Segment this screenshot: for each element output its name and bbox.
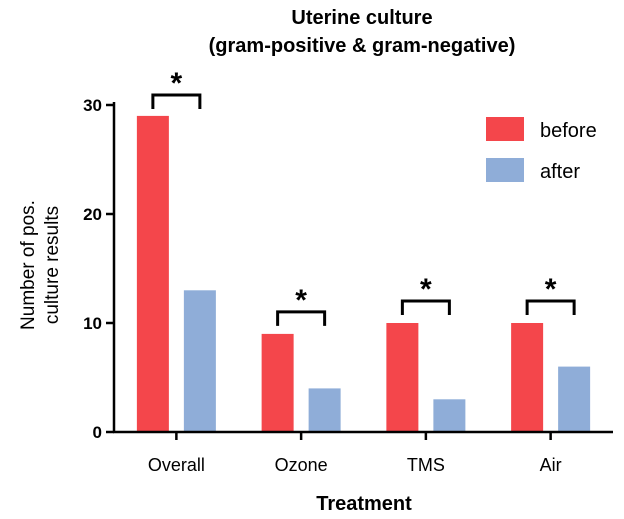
significance-bracket-overall: [151, 93, 202, 109]
y-axis-label-line-1: Number of pos.: [18, 200, 39, 330]
chart-title-line-2: (gram-positive & gram-negative): [209, 35, 516, 57]
bar-ozone-before: [261, 333, 294, 432]
plot-area: * * * *: [136, 67, 591, 433]
significance-bracket-ozone: [276, 310, 327, 326]
bar-overall-after: [183, 290, 216, 432]
significance-bracket-tms: [400, 299, 451, 315]
bar-overall-before: [136, 115, 169, 433]
bar-air-after: [558, 366, 591, 432]
y-axis-label-line-2: culture results: [42, 206, 63, 324]
significance-marker-air: *: [545, 273, 557, 306]
x-tick-label-tms: TMS: [407, 455, 445, 475]
significance-marker-ozone: *: [295, 284, 307, 317]
bar-ozone-after: [308, 388, 341, 432]
legend-label-after: after: [540, 161, 580, 183]
x-tick-label-overall: Overall: [148, 455, 205, 475]
x-axis-label: Treatment: [316, 493, 412, 515]
y-tick-label-0: 0: [93, 423, 102, 442]
bar-air-before: [511, 323, 544, 432]
y-tick-label-20: 20: [83, 205, 102, 224]
legend-swatch-before: [486, 117, 524, 141]
bar-tms-before: [386, 323, 419, 432]
y-tick-label-10: 10: [83, 314, 102, 333]
axes: 0 10 20 30 Overall Ozone TMS Air: [83, 96, 613, 475]
significance-bracket-air: [525, 299, 576, 315]
legend-label-before: before: [540, 120, 597, 142]
x-tick-label-ozone: Ozone: [275, 455, 328, 475]
significance-marker-overall: *: [171, 67, 183, 100]
chart-title-line-1: Uterine culture: [291, 7, 432, 29]
x-tick-label-air: Air: [540, 455, 562, 475]
significance-marker-tms: *: [420, 273, 432, 306]
legend: before after: [486, 117, 597, 183]
bar-tms-after: [433, 399, 466, 432]
y-tick-label-30: 30: [83, 96, 102, 115]
legend-swatch-after: [486, 158, 524, 182]
